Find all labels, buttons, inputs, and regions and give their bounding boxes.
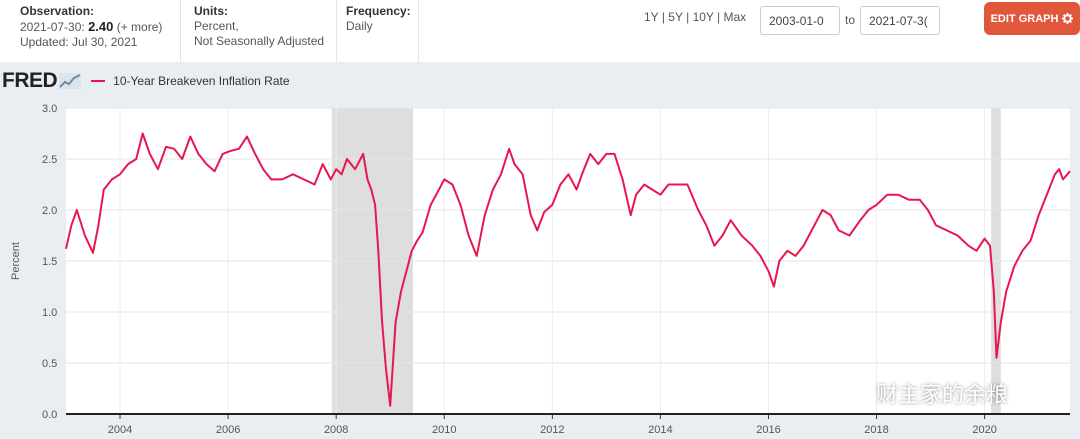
observation-date: 2021-07-30: — [20, 20, 85, 34]
x-tick-label: 2010 — [432, 424, 456, 436]
range-5y-link[interactable]: 5Y — [668, 10, 683, 24]
units-label: Units: — [194, 4, 228, 18]
x-tick-label: 2014 — [648, 424, 672, 436]
updated-date: Updated: Jul 30, 2021 — [20, 35, 138, 49]
frequency-value: Daily — [346, 19, 373, 33]
range-separator: | — [686, 10, 690, 24]
observation-label: Observation: — [20, 4, 95, 18]
watermark: 财主家的余粮 — [836, 377, 1008, 409]
edit-graph-label: EDIT GRAPH — [990, 12, 1059, 25]
wechat-icon — [837, 381, 868, 405]
edit-graph-button[interactable]: EDIT GRAPH — [984, 2, 1080, 35]
start-date-input[interactable] — [760, 6, 840, 35]
x-tick-label: 2016 — [756, 424, 780, 436]
x-tick-label: 2008 — [324, 424, 348, 436]
y-tick-label: 2.5 — [42, 154, 57, 166]
frequency-label: Frequency: — [346, 4, 411, 18]
range-links: 1Y | 5Y | 10Y | Max — [644, 10, 746, 24]
x-tick-label: 2020 — [972, 424, 996, 436]
y-tick-label: 1.5 — [42, 256, 57, 268]
observation-value: 2.40 — [88, 19, 114, 34]
units-block: Units: Percent, Not Seasonally Adjusted — [194, 4, 324, 49]
range-10y-link[interactable]: 10Y — [692, 10, 714, 24]
y-tick-label: 1.0 — [42, 307, 57, 319]
observation-more-link[interactable]: (+ more) — [116, 20, 163, 34]
series-line — [65, 132, 1071, 407]
header-divider — [418, 0, 419, 62]
range-separator: | — [661, 10, 665, 24]
end-date-input[interactable] — [860, 6, 940, 35]
frequency-block: Frequency: Daily — [346, 4, 411, 34]
legend-series-label: 10-Year Breakeven Inflation Rate — [113, 74, 290, 88]
units-line1: Percent, — [194, 19, 239, 33]
to-label: to — [845, 13, 856, 27]
y-tick-label: 2.0 — [42, 205, 57, 217]
gear-icon — [1062, 13, 1074, 24]
header-divider — [180, 0, 181, 62]
header-divider — [336, 0, 337, 62]
range-1y-link[interactable]: 1Y — [644, 10, 659, 24]
legend-swatch — [91, 80, 106, 82]
x-tick-label: 2018 — [864, 424, 888, 436]
chart-legend: FRED 10-Year Breakeven Inflation Rate — [2, 69, 290, 93]
x-tick-label: 2006 — [216, 424, 240, 436]
fred-logo[interactable]: FRED — [2, 69, 58, 92]
y-tick-label: 0.5 — [42, 358, 57, 370]
observation-block: Observation: 2021-07-30: 2.40 (+ more) U… — [20, 4, 162, 50]
y-tick-label: 3.0 — [42, 103, 57, 115]
range-separator: | — [717, 10, 721, 24]
chart-line-icon — [59, 73, 82, 89]
watermark-text: 财主家的余粮 — [876, 383, 1009, 408]
header-bar: Observation: 2021-07-30: 2.40 (+ more) U… — [0, 0, 1080, 62]
x-tick-label: 2012 — [540, 424, 564, 436]
x-tick-label: 2004 — [108, 424, 132, 436]
units-line2: Not Seasonally Adjusted — [194, 34, 325, 48]
y-tick-label: 0.0 — [42, 409, 57, 421]
range-max-link[interactable]: Max — [723, 10, 747, 24]
